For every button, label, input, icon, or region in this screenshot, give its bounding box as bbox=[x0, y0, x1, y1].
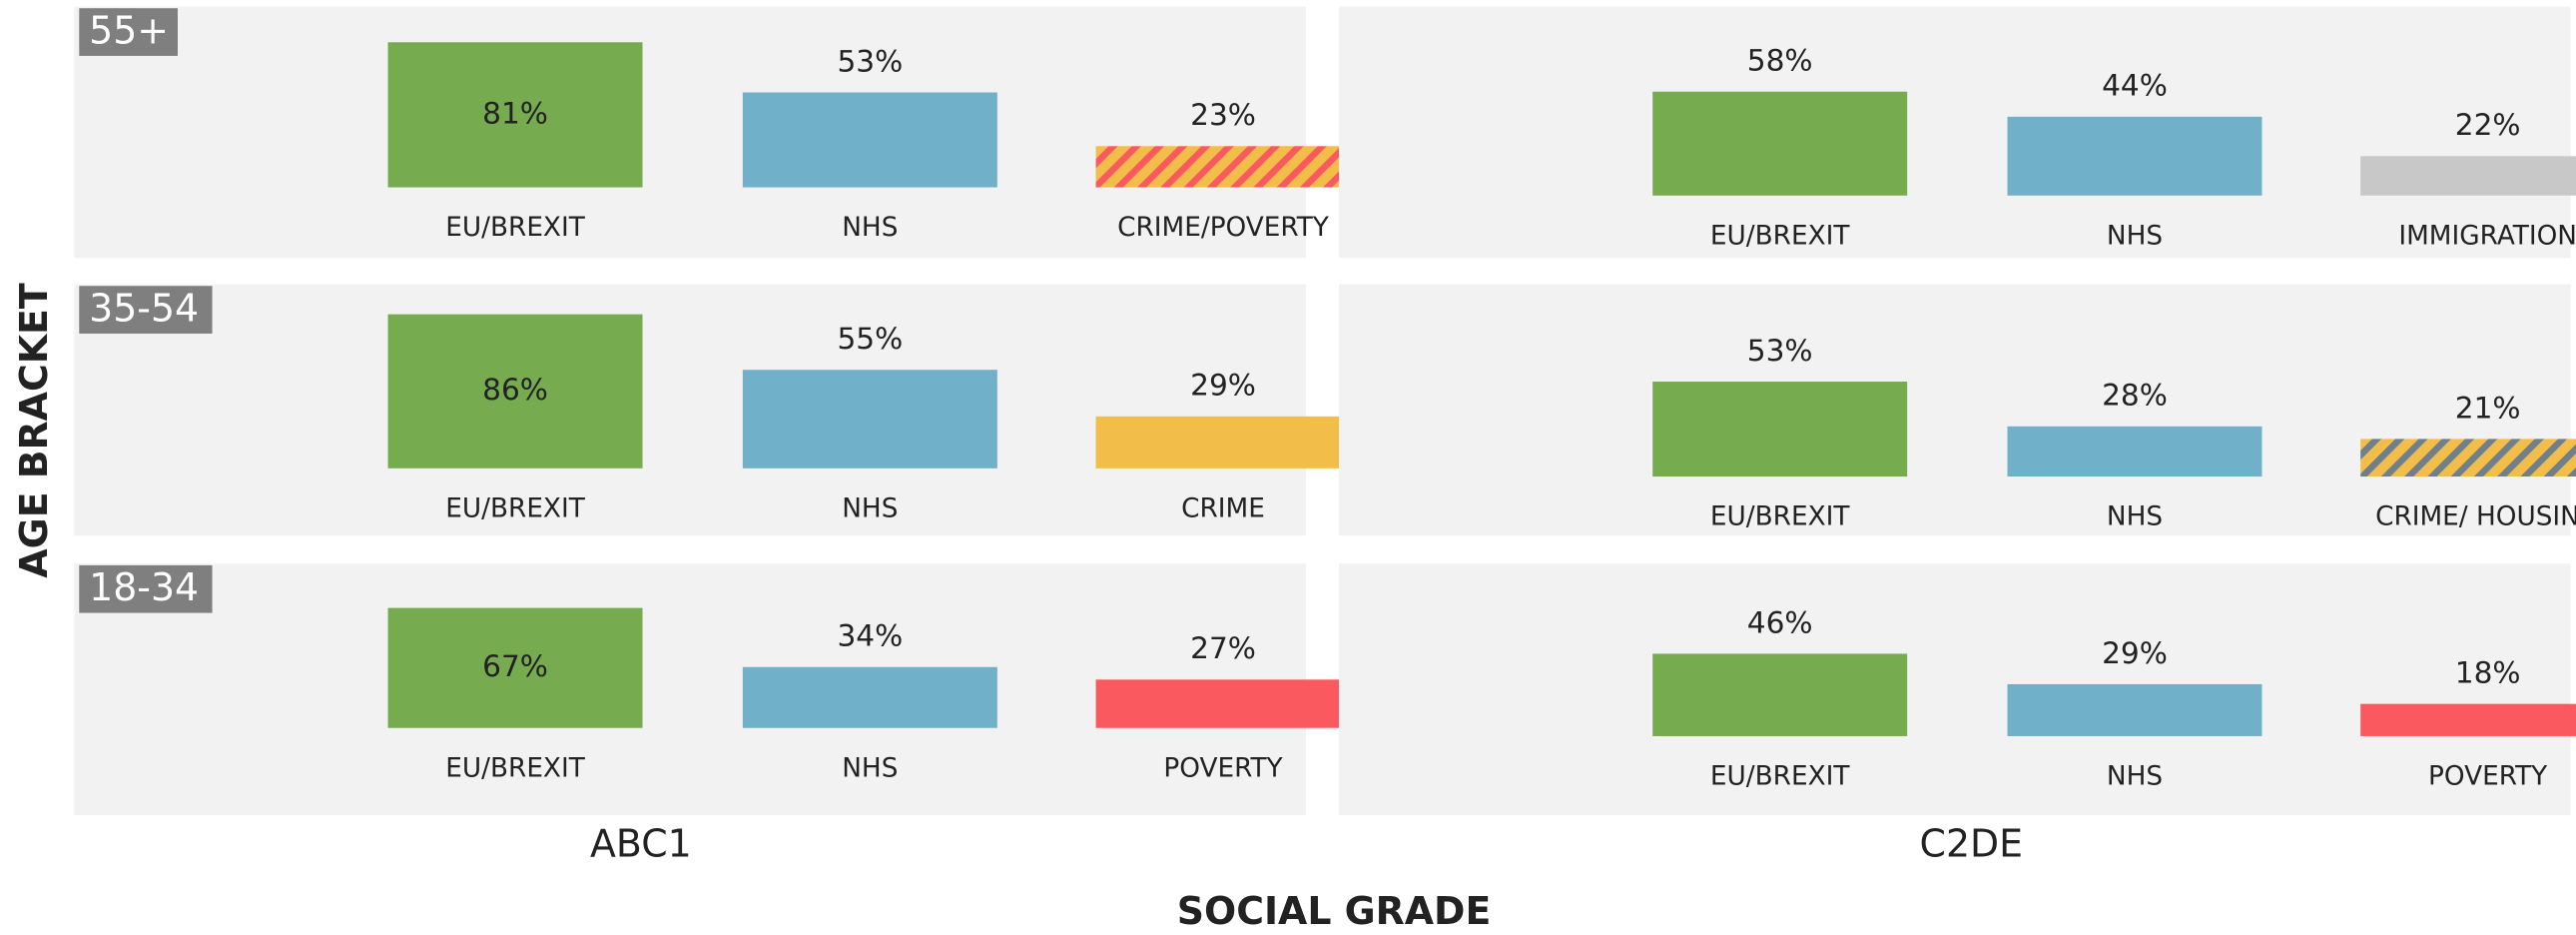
value-label: 55% bbox=[837, 322, 903, 356]
bar bbox=[387, 314, 643, 468]
column-label: ABC1 bbox=[590, 822, 692, 866]
y-axis-title: AGE BRACKET bbox=[12, 283, 56, 577]
category-label: IMMIGRATION bbox=[2398, 221, 2576, 251]
value-label: 29% bbox=[2102, 636, 2168, 670]
bar bbox=[387, 42, 643, 188]
value-label: 53% bbox=[1747, 334, 1813, 368]
bar bbox=[742, 92, 997, 188]
value-label: 23% bbox=[1190, 98, 1256, 132]
value-label: 44% bbox=[2102, 69, 2168, 103]
value-label: 81% bbox=[482, 96, 548, 130]
category-label: NHS bbox=[2107, 502, 2163, 532]
category-label: EU/BREXIT bbox=[1710, 762, 1850, 792]
category-label: EU/BREXIT bbox=[445, 753, 585, 783]
panel-background bbox=[1338, 563, 2571, 815]
category-label: NHS bbox=[842, 493, 898, 523]
age-tag bbox=[79, 8, 178, 56]
category-label: NHS bbox=[842, 753, 898, 783]
category-label: NHS bbox=[2107, 221, 2163, 251]
value-label: 29% bbox=[1190, 369, 1256, 403]
bar bbox=[1095, 416, 1351, 468]
x-axis-title: SOCIAL GRADE bbox=[1177, 889, 1491, 933]
age-tag bbox=[79, 286, 213, 334]
bar bbox=[1652, 653, 1908, 736]
bar bbox=[1652, 91, 1908, 196]
category-label: CRIME/POVERTY bbox=[1117, 213, 1330, 243]
category-label: CRIME/ HOUSING bbox=[2375, 502, 2576, 532]
age-tag bbox=[79, 564, 213, 613]
bar bbox=[2007, 116, 2262, 196]
value-label: 86% bbox=[482, 373, 548, 407]
bar bbox=[2007, 426, 2262, 477]
value-label: 58% bbox=[1747, 44, 1813, 78]
age-label: 35-54 bbox=[89, 286, 199, 330]
bar bbox=[2360, 156, 2576, 196]
category-label: POVERTY bbox=[2428, 762, 2548, 792]
category-label: NHS bbox=[842, 213, 898, 243]
bar bbox=[742, 370, 997, 468]
panel-background bbox=[1338, 284, 2571, 536]
bar bbox=[387, 607, 643, 728]
panel-background bbox=[1338, 6, 2571, 259]
bar bbox=[1095, 679, 1351, 728]
value-label: 34% bbox=[837, 619, 903, 653]
category-label: EU/BREXIT bbox=[445, 213, 585, 243]
value-label: 27% bbox=[1190, 631, 1256, 665]
category-label: EU/BREXIT bbox=[1710, 221, 1850, 251]
category-label: CRIME bbox=[1181, 493, 1265, 523]
age-label: 18-34 bbox=[89, 565, 199, 609]
bar bbox=[2360, 439, 2576, 477]
bar bbox=[742, 666, 997, 728]
value-label: 21% bbox=[2455, 391, 2521, 425]
value-label: 46% bbox=[1747, 605, 1813, 639]
category-label: POVERTY bbox=[1163, 753, 1283, 783]
bar bbox=[1095, 146, 1351, 188]
bar bbox=[1652, 382, 1908, 477]
bar bbox=[2360, 703, 2576, 736]
bar bbox=[2007, 683, 2262, 736]
value-label: 18% bbox=[2455, 656, 2521, 690]
column-label: C2DE bbox=[1920, 822, 2024, 866]
panel-background bbox=[74, 6, 1307, 259]
category-label: EU/BREXIT bbox=[445, 493, 585, 523]
panel-background bbox=[74, 284, 1307, 536]
value-label: 28% bbox=[2102, 379, 2168, 413]
category-label: EU/BREXIT bbox=[1710, 502, 1850, 532]
value-label: 22% bbox=[2455, 108, 2521, 142]
value-label: 67% bbox=[482, 649, 548, 683]
category-label: NHS bbox=[2107, 762, 2163, 792]
age-label: 55+ bbox=[89, 8, 169, 52]
value-label: 53% bbox=[837, 44, 903, 78]
